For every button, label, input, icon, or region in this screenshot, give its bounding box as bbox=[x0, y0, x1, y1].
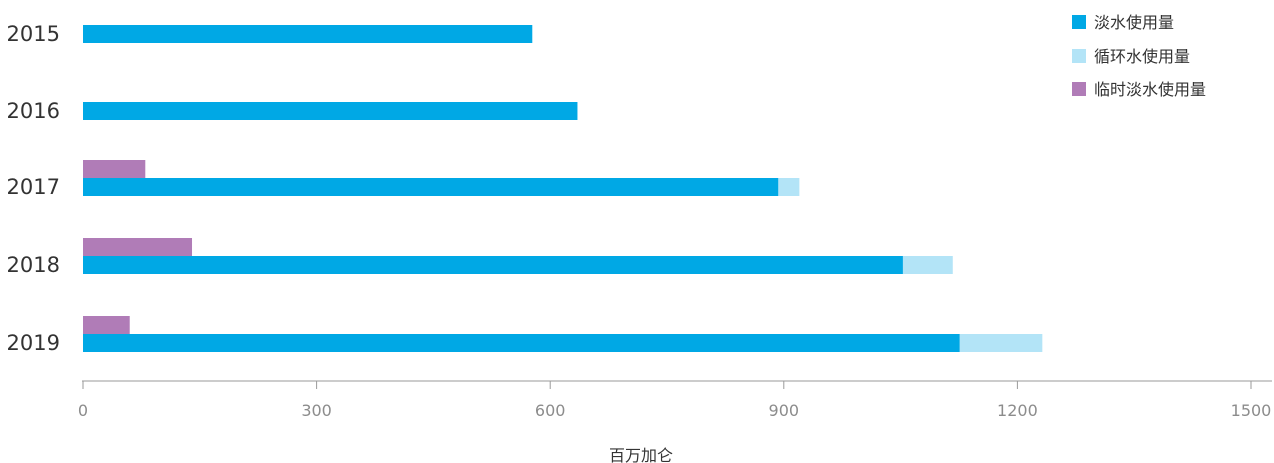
legend-swatch-1 bbox=[1072, 49, 1086, 63]
year-label-2018: 2018 bbox=[7, 253, 60, 277]
legend-swatch-0 bbox=[1072, 15, 1086, 29]
x-tick-label-600: 600 bbox=[535, 401, 566, 420]
year-label-2019: 2019 bbox=[7, 331, 60, 355]
bar-freshwater-2019 bbox=[83, 334, 960, 352]
legend-label-1: 循环水使用量 bbox=[1094, 47, 1190, 66]
year-label-2016: 2016 bbox=[7, 99, 60, 123]
legend-label-0: 淡水使用量 bbox=[1094, 13, 1174, 32]
bar-recycled-2019 bbox=[959, 334, 1043, 352]
x-axis-title: 百万加仑 bbox=[609, 446, 673, 463]
year-label-2017: 2017 bbox=[7, 175, 60, 199]
x-tick-label-0: 0 bbox=[78, 401, 88, 420]
legend-swatch-2 bbox=[1072, 82, 1086, 96]
bars-group bbox=[83, 25, 1043, 352]
bar-recycled-2018 bbox=[902, 256, 953, 274]
year-label-2015: 2015 bbox=[7, 22, 60, 46]
bar-freshwater-2016 bbox=[83, 102, 578, 120]
year-labels-group: 2015 2016 2017 2018 2019 bbox=[7, 22, 60, 355]
bar-temporary-2019 bbox=[83, 316, 130, 334]
bar-temporary-2018 bbox=[83, 238, 193, 256]
bar-freshwater-2015 bbox=[83, 25, 533, 43]
legend-label-2: 临时淡水使用量 bbox=[1094, 80, 1206, 99]
bar-temporary-2017 bbox=[83, 160, 146, 178]
x-tick-label-900: 900 bbox=[769, 401, 800, 420]
bar-freshwater-2017 bbox=[83, 178, 779, 196]
x-tick-label-1500: 1500 bbox=[1231, 401, 1272, 420]
bar-freshwater-2018 bbox=[83, 256, 903, 274]
bar-recycled-2017 bbox=[778, 178, 800, 196]
x-tick-label-1200: 1200 bbox=[997, 401, 1038, 420]
x-tick-label-300: 300 bbox=[301, 401, 332, 420]
x-ticks-group: 0 300 600 900 1200 1500 bbox=[78, 381, 1271, 420]
